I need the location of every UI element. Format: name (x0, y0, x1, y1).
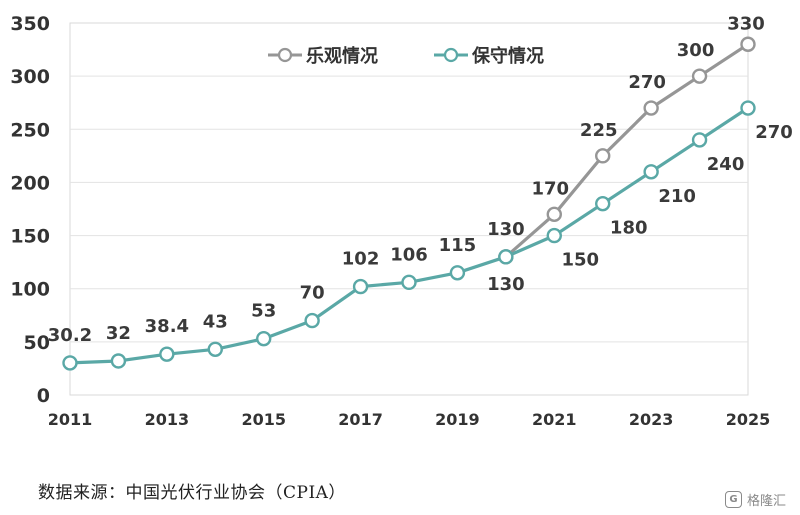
data-point (62, 355, 78, 371)
x-tick-label: 2023 (629, 410, 674, 429)
data-label: 53 (251, 301, 276, 322)
data-point (352, 278, 369, 295)
data-label: 300 (677, 40, 715, 61)
source-note: 数据来源：中国光伏行业协会（CPIA） (38, 483, 346, 503)
data-point (643, 100, 659, 116)
data-point (256, 330, 272, 347)
data-point (207, 341, 223, 357)
data-label: 32 (106, 323, 131, 344)
data-point (740, 100, 756, 116)
data-label: 240 (707, 154, 745, 175)
chart: 0 50 100 150 200 250 300 350 2011 2013 2015 2017 201… (10, 13, 793, 429)
data-point (401, 274, 417, 291)
data-point (740, 36, 756, 52)
y-tick-label: 150 (10, 226, 50, 248)
data-point (643, 164, 659, 180)
data-label: 102 (342, 249, 380, 270)
data-label: 130 (487, 219, 525, 240)
line-chart: 0 50 100 150 200 250 300 350 2011 2013 2015 2017 201… (10, 13, 793, 429)
data-point (498, 249, 514, 265)
data-label: 170 (531, 178, 569, 199)
data-label: 180 (610, 218, 648, 239)
legend-label: 乐观情况 (306, 46, 378, 67)
data-point (159, 346, 175, 362)
data-label: 270 (628, 72, 666, 93)
data-label: 43 (203, 311, 228, 332)
series-line (504, 42, 749, 259)
data-label: 225 (580, 120, 618, 141)
watermark: G 格隆汇 (724, 490, 786, 509)
data-point (546, 227, 562, 244)
data-label: 270 (755, 122, 793, 143)
data-label: 150 (561, 250, 599, 271)
x-tick-label: 2017 (338, 410, 383, 429)
legend-label: 保守情况 (471, 45, 544, 67)
x-tick-label: 2025 (726, 410, 771, 429)
data-point (304, 312, 320, 329)
legend-marker (443, 47, 459, 63)
y-tick-label: 100 (10, 279, 50, 301)
data-point (595, 148, 611, 164)
y-tick-label: 50 (24, 332, 50, 354)
legend-marker (277, 47, 293, 63)
data-point (449, 265, 466, 281)
y-tick-label: 350 (10, 13, 50, 35)
data-point (110, 353, 127, 369)
y-tick-label: 250 (10, 119, 50, 141)
data-point (595, 195, 611, 212)
data-label: 330 (727, 13, 765, 34)
data-point (546, 206, 562, 223)
x-tick-label: 2021 (532, 410, 577, 429)
y-tick-label: 200 (10, 172, 50, 194)
x-tick-label: 2011 (48, 410, 93, 429)
data-label: 210 (658, 186, 696, 207)
data-label: 30.2 (48, 325, 92, 346)
data-label: 115 (439, 235, 477, 256)
y-tick-label: 300 (10, 66, 50, 88)
x-tick-label: 2015 (241, 410, 286, 429)
y-tick-label: 0 (37, 385, 50, 407)
watermark-text: 格隆汇 (746, 494, 786, 509)
data-point (691, 132, 708, 148)
data-label: 130 (487, 274, 525, 295)
data-label: 38.4 (145, 316, 189, 337)
watermark-logo-icon: G (724, 491, 742, 508)
x-tick-label: 2019 (435, 410, 480, 429)
x-tick-label: 2013 (145, 410, 190, 429)
data-label: 106 (390, 244, 428, 265)
plot-area (69, 22, 749, 396)
data-label: 70 (300, 283, 325, 304)
data-point (691, 68, 708, 84)
